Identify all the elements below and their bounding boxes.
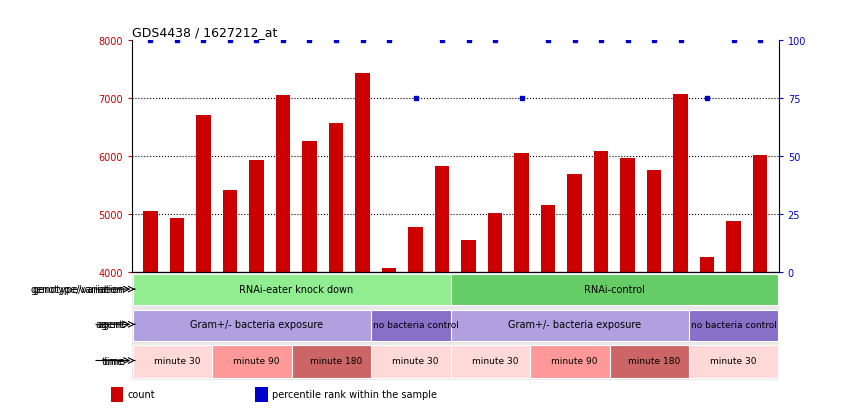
- Bar: [620, 159, 635, 273]
- Text: RNAi-control: RNAi-control: [584, 285, 645, 294]
- Bar: [249, 161, 264, 273]
- Text: time: time: [103, 356, 125, 366]
- Bar: [143, 211, 157, 273]
- Bar: [292, 345, 380, 378]
- Bar: [435, 166, 449, 273]
- Bar: [568, 174, 582, 273]
- Text: GDS4438 / 1627212_at: GDS4438 / 1627212_at: [132, 26, 277, 39]
- Bar: [408, 228, 423, 273]
- Bar: [133, 275, 460, 306]
- Text: minute 90: minute 90: [551, 356, 597, 365]
- Bar: [488, 214, 502, 273]
- Bar: [328, 124, 343, 273]
- Text: minute 30: minute 30: [471, 356, 518, 365]
- Bar: [461, 241, 476, 273]
- Text: genotype/variation: genotype/variation: [31, 285, 123, 294]
- Text: minute 30: minute 30: [154, 356, 200, 365]
- Bar: [673, 95, 688, 273]
- Text: percentile rank within the sample: percentile rank within the sample: [272, 389, 437, 399]
- Bar: [753, 156, 768, 273]
- Text: minute 90: minute 90: [233, 356, 280, 365]
- Bar: [647, 171, 661, 273]
- Bar: [169, 218, 185, 273]
- Text: minute 180: minute 180: [310, 356, 363, 365]
- Bar: [689, 345, 778, 378]
- Bar: [255, 387, 268, 401]
- Text: count: count: [128, 389, 155, 399]
- Text: Gram+/- bacteria exposure: Gram+/- bacteria exposure: [190, 320, 323, 330]
- Bar: [355, 74, 370, 273]
- Text: agent: agent: [95, 320, 123, 330]
- Bar: [700, 257, 714, 273]
- Text: Gram+/- bacteria exposure: Gram+/- bacteria exposure: [508, 320, 641, 330]
- Bar: [371, 310, 460, 341]
- Bar: [223, 190, 237, 273]
- Text: no bacteria control: no bacteria control: [691, 320, 777, 329]
- Bar: [302, 142, 317, 273]
- Bar: [451, 310, 699, 341]
- Bar: [726, 221, 741, 273]
- Bar: [382, 268, 397, 273]
- Text: agent: agent: [97, 320, 125, 330]
- Bar: [197, 115, 211, 273]
- Bar: [133, 310, 380, 341]
- Bar: [276, 96, 290, 273]
- Bar: [514, 154, 528, 273]
- Bar: [212, 345, 300, 378]
- Bar: [451, 345, 540, 378]
- Text: minute 30: minute 30: [392, 356, 439, 365]
- Bar: [451, 275, 778, 306]
- Text: minute 30: minute 30: [711, 356, 757, 365]
- Bar: [689, 310, 778, 341]
- Text: time: time: [101, 356, 123, 366]
- Text: minute 180: minute 180: [628, 356, 680, 365]
- Bar: [530, 345, 619, 378]
- Bar: [540, 206, 556, 273]
- Bar: [111, 387, 123, 401]
- Bar: [371, 345, 460, 378]
- Text: genotype/variation: genotype/variation: [33, 285, 125, 294]
- Text: no bacteria control: no bacteria control: [373, 320, 459, 329]
- Text: RNAi-eater knock down: RNAi-eater knock down: [239, 285, 353, 294]
- Bar: [594, 151, 608, 273]
- Bar: [610, 345, 699, 378]
- Bar: [133, 345, 221, 378]
